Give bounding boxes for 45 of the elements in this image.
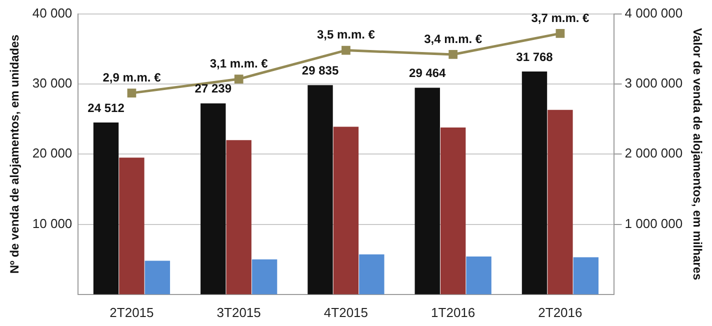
data-label: 29 835 bbox=[302, 63, 339, 78]
bar bbox=[200, 103, 226, 294]
bar bbox=[548, 110, 573, 294]
x-tick-label: 3T2015 bbox=[216, 304, 261, 320]
data-label: 31 768 bbox=[516, 50, 554, 64]
y2-tick-label: 4 000 000 bbox=[624, 5, 683, 20]
bar bbox=[252, 259, 278, 294]
data-label: 24 512 bbox=[88, 100, 125, 115]
bar bbox=[226, 140, 252, 294]
x-tick-label: 2T2015 bbox=[110, 304, 154, 320]
y-axis-title: Nº de venda de alojamentos, em unidades bbox=[8, 34, 22, 274]
point bbox=[448, 50, 458, 59]
point bbox=[234, 74, 244, 84]
data-label: 3,4 m.m. € bbox=[424, 32, 482, 46]
bar bbox=[333, 126, 359, 294]
bar bbox=[414, 88, 440, 294]
point bbox=[342, 46, 350, 55]
data-label: 3,1 m.m. € bbox=[210, 56, 268, 70]
y2-tick-label: 3 000 000 bbox=[624, 76, 683, 91]
bar bbox=[359, 254, 384, 294]
y-tick-label: 40 000 bbox=[32, 5, 72, 20]
bar bbox=[144, 260, 170, 294]
y-tick-label: 30 000 bbox=[32, 76, 72, 91]
bar bbox=[522, 72, 548, 294]
bar bbox=[308, 85, 333, 294]
x-tick-label: 4T2015 bbox=[324, 304, 368, 320]
y-tick-label: 20 000 bbox=[32, 146, 72, 161]
y-tick-label: 10 000 bbox=[32, 216, 72, 231]
x-tick-label: 1T2016 bbox=[431, 304, 476, 320]
data-label: 3,7 m.m. € bbox=[531, 10, 590, 25]
data-label: 27 239 bbox=[194, 82, 232, 96]
y2-tick-label: 2 000 000 bbox=[624, 146, 683, 161]
bar bbox=[573, 257, 599, 294]
bar bbox=[466, 256, 492, 294]
bar bbox=[440, 127, 466, 294]
bar bbox=[119, 158, 144, 294]
y2-axis-title: Valor de venda de alojamentos, em milhares bbox=[690, 28, 704, 280]
point bbox=[556, 29, 565, 38]
x-tick-label: 2T2016 bbox=[538, 304, 582, 320]
point bbox=[127, 88, 136, 98]
data-label: 3,5 m.m. € bbox=[316, 28, 376, 42]
bar bbox=[93, 122, 119, 294]
data-label: 2,9 m.m. € bbox=[102, 70, 162, 84]
data-label: 29 464 bbox=[409, 66, 446, 80]
y2-tick-label: 1 000 000 bbox=[624, 216, 683, 231]
